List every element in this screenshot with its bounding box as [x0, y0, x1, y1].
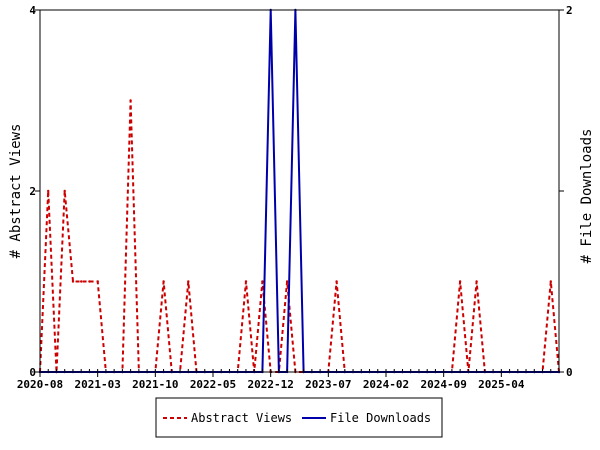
x-tick-label: 2022-05 [190, 378, 236, 391]
y-right-tick-label: 2 [566, 4, 573, 17]
data-point-abstract-views [63, 189, 66, 193]
data-point-abstract-views [80, 280, 83, 283]
data-point-abstract-views [475, 280, 478, 283]
series-layer [38, 8, 561, 374]
legend: Abstract Views File Downloads [155, 397, 443, 438]
y-axis-left-title: # Abstract Views [8, 124, 24, 259]
y-left-tick-label: 0 [29, 366, 36, 379]
y-left-tick-label: 2 [29, 185, 36, 198]
legend-label-abstract-views: Abstract Views [191, 411, 292, 425]
y-axis-right-title: # File Downloads [579, 129, 595, 264]
x-tick-label: 2023-07 [305, 378, 351, 391]
data-point-abstract-views [244, 280, 248, 283]
legend-label-file-downloads: File Downloads [330, 411, 431, 425]
x-tick-label: 2020-08 [17, 378, 63, 391]
series-line-abstract-views [39, 100, 560, 373]
y-left-tick-label: 4 [29, 4, 36, 17]
x-tick-label: 2022-12 [247, 378, 293, 391]
y-right-tick-label: 0 [566, 366, 573, 379]
x-ticks: 2020-08 2021-03 2021-10 2022-05 2022-12 2023-… [17, 369, 560, 391]
data-point-abstract-views [187, 280, 190, 283]
data-point-abstract-views [96, 280, 99, 283]
data-point-abstract-views [549, 280, 552, 283]
data-point-abstract-views [47, 189, 50, 193]
x-tick-label: 2025-04 [478, 378, 525, 391]
data-point-abstract-views [162, 280, 165, 283]
x-tick-label: 2024-09 [420, 378, 466, 391]
data-point-abstract-views [458, 280, 462, 283]
x-tick-label: 2021-10 [132, 378, 178, 391]
data-point-abstract-views [71, 280, 75, 283]
data-point-abstract-views [88, 280, 91, 283]
data-point-abstract-views [335, 280, 338, 283]
series-line-file-downloads [40, 9, 559, 373]
data-point-abstract-views [261, 280, 264, 283]
x-tick-label: 2024-02 [363, 378, 409, 391]
data-point-abstract-views [285, 280, 289, 283]
data-point-abstract-views [129, 99, 132, 102]
legend-box [155, 397, 443, 438]
y-ticks: 0 2 4 0 2 [29, 4, 572, 379]
x-tick-label: 2021-03 [74, 378, 120, 391]
